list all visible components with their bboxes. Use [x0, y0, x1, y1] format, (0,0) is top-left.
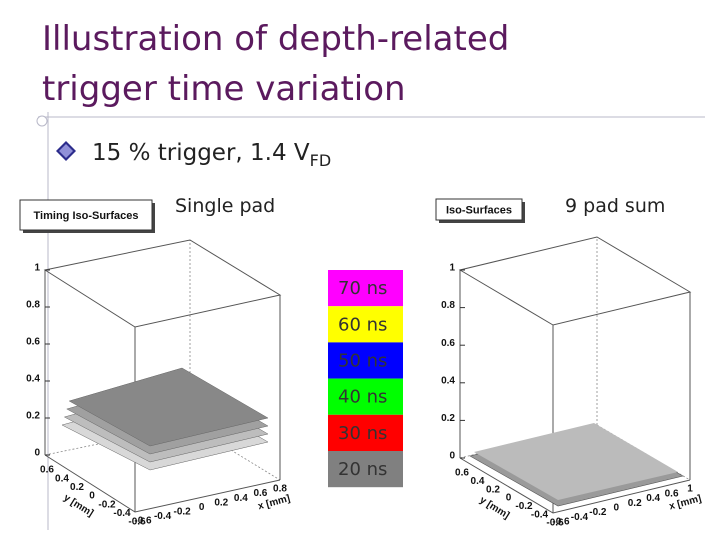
x-tick-label: -0.4: [571, 512, 589, 523]
bullet: 15 % trigger, 1.4 VFD: [92, 140, 331, 170]
plot-title: Timing Iso-Surfaces: [34, 210, 139, 222]
box-top: [43, 239, 282, 328]
iso-surface: [68, 367, 269, 447]
axis: [459, 457, 691, 514]
y-tick-label: -0.6: [128, 517, 146, 528]
z-tick-label: 0.8: [26, 300, 40, 311]
x-tick-label: -0.6: [134, 516, 152, 527]
x-tick-label: 0.6: [665, 488, 679, 499]
legend-label: 50 ns: [338, 351, 387, 372]
z-tick-label: 0: [449, 451, 455, 462]
x-tick-label: 0: [199, 502, 205, 513]
y-tick-label: 0.4: [471, 476, 485, 487]
z-tick-label: 1: [449, 263, 455, 274]
legend-swatch: [328, 451, 403, 488]
legend-swatch: [328, 342, 403, 379]
plot-title-box: [435, 198, 523, 221]
bullet-subscript: FD: [310, 151, 332, 170]
plot-title-box: [19, 199, 153, 231]
y-tick-label: 0.6: [455, 468, 469, 479]
x-tick-label: 0.2: [214, 497, 228, 508]
y-tick-label: 0.2: [70, 482, 84, 493]
y-tick-label: -0.4: [531, 509, 549, 520]
y-tick-label: 0.2: [486, 484, 500, 495]
x-tick-label: 0.4: [646, 493, 660, 504]
y-tick-label: 0.6: [40, 465, 54, 476]
z-tick-label: 0.2: [441, 413, 455, 424]
x-tick-label: 0.4: [234, 493, 248, 504]
y-tick-label: 0.4: [55, 473, 69, 484]
x-tick-label: 0.6: [253, 488, 267, 499]
legend-swatch: [328, 414, 403, 451]
panel-label: Single pad: [175, 195, 275, 217]
legend-label: 40 ns: [338, 387, 387, 408]
bullet-icon: [56, 141, 76, 161]
legend-label: 30 ns: [338, 423, 387, 444]
x-tick-label: 0.8: [273, 484, 287, 495]
x-tick-label: -0.6: [552, 517, 570, 528]
title-line: Illustration of depth-related: [42, 19, 509, 59]
x-tick-label: 0.2: [628, 498, 642, 509]
z-tick-label: 0.8: [441, 300, 455, 311]
z-tick-label: 1: [34, 263, 40, 274]
y-tick-label: -0.6: [546, 518, 564, 529]
legend-swatch: [328, 378, 403, 415]
z-tick-label: 0: [34, 448, 40, 459]
axis: [44, 454, 281, 513]
panel-label: 9 pad sum: [565, 195, 665, 217]
x-tick-label: 0: [614, 502, 620, 513]
y-tick-label: 0: [89, 491, 95, 502]
x-tick-label: 1: [687, 484, 693, 495]
x-tick-label: -0.2: [589, 507, 607, 518]
legend-swatch: [328, 306, 403, 343]
x-tick-label: -0.4: [154, 511, 172, 522]
ornament: [36, 115, 48, 127]
title-line: trigger time variation: [42, 69, 406, 109]
z-tick-label: 0.4: [441, 375, 455, 386]
box-top: [458, 236, 692, 326]
legend-label: 60 ns: [338, 314, 387, 335]
y-tick-label: -0.4: [113, 508, 131, 519]
legend-label: 20 ns: [338, 459, 387, 480]
z-tick-label: 0.6: [441, 338, 455, 349]
y-tick-label: -0.2: [98, 499, 116, 510]
box-edge: [44, 424, 191, 456]
bullet-text: 15 % trigger, 1.4 V: [92, 140, 310, 166]
y-tick-label: 0: [506, 493, 512, 504]
iso-surface: [474, 423, 678, 500]
x-tick-label: -0.2: [174, 506, 192, 517]
plot-title: Iso-Surfaces: [446, 204, 512, 216]
z-tick-label: 0.2: [26, 411, 40, 422]
legend-swatch: [328, 270, 403, 307]
z-tick-label: 0.4: [26, 374, 40, 385]
y-tick-label: -0.2: [515, 501, 533, 512]
z-tick-label: 0.6: [26, 337, 40, 348]
legend-label: 70 ns: [338, 278, 387, 299]
